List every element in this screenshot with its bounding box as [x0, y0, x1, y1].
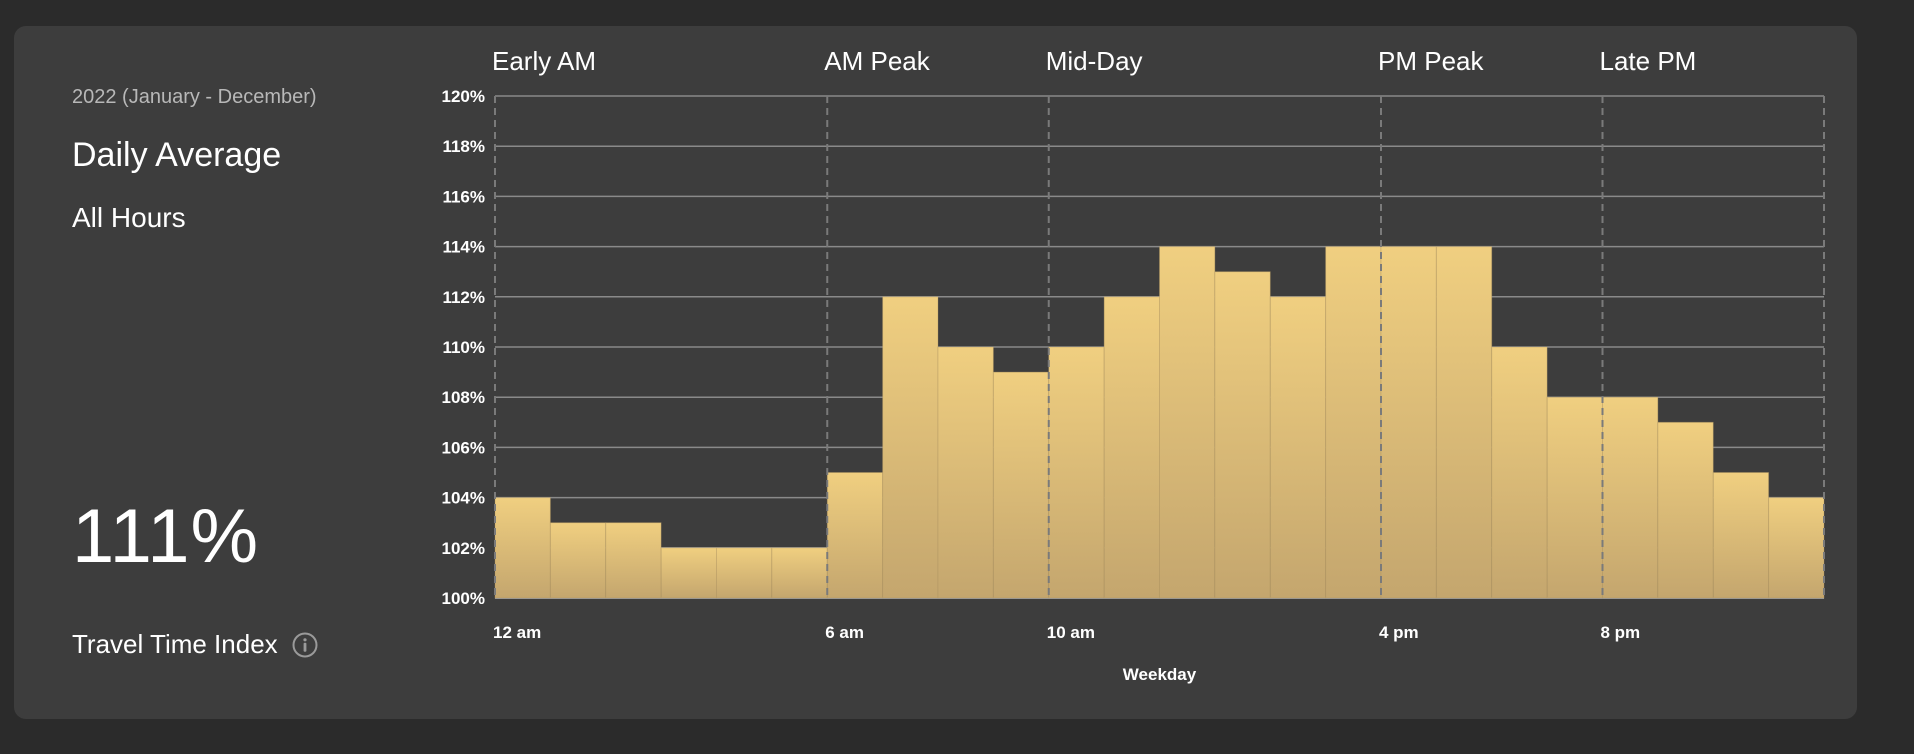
bar-chart: 100% 102% 104% 106% 108% 110% 112% 114% 116% 118%… [442, 46, 1825, 684]
bar-hour-18 [1491, 346, 1548, 599]
y-tick-label: 102% [442, 539, 485, 558]
period-label: Early AM [492, 46, 596, 76]
y-tick-label: 104% [442, 489, 485, 508]
bar-hour-9 [992, 371, 1050, 599]
y-tick-label: 114% [442, 238, 485, 257]
x-axis-labels: 12 am 6 am 10 am 4 pm 8 pm [493, 623, 1640, 642]
summary-panel: 2022 (January - December) Daily Average … [72, 26, 392, 719]
chart-card: 2022 (January - December) Daily Average … [14, 26, 1857, 719]
y-tick-label: 112% [442, 288, 485, 307]
bar-hour-8 [937, 346, 994, 599]
y-axis-labels: 100% 102% 104% 106% 108% 110% 112% 114% 116% 118%… [442, 87, 485, 608]
period-label: Late PM [1600, 46, 1697, 76]
period-label: AM Peak [824, 46, 930, 76]
bar-hour-23 [1768, 497, 1825, 599]
bar-hour-14 [1269, 296, 1327, 599]
bar-hour-3 [660, 547, 717, 599]
bar-hour-4 [716, 547, 773, 599]
y-tick-label: 100% [442, 589, 485, 608]
panel-title: Daily Average [72, 136, 282, 174]
y-tick-label: 106% [442, 438, 485, 457]
metric-label-row: Travel Time Index [72, 629, 318, 660]
x-tick-label: 10 am [1047, 623, 1095, 642]
bar-hour-2 [605, 522, 662, 599]
bar-hour-19 [1546, 396, 1603, 599]
bar-hour-17 [1435, 246, 1493, 599]
info-circle-icon[interactable] [292, 632, 318, 658]
bar-hour-0 [494, 497, 551, 599]
bar-hour-11 [1103, 296, 1160, 599]
y-tick-label: 110% [442, 338, 485, 357]
y-tick-label: 120% [442, 87, 485, 106]
x-axis-title: Weekday [1123, 665, 1197, 684]
bar-hour-16 [1380, 246, 1437, 599]
bar-hour-13 [1214, 271, 1271, 599]
bar-hour-10 [1048, 346, 1105, 599]
bar-hour-12 [1159, 246, 1216, 599]
x-tick-label: 12 am [493, 623, 541, 642]
hours-label: All Hours [72, 202, 186, 233]
index-value: 111% [72, 494, 260, 579]
y-tick-label: 118% [442, 137, 485, 156]
bar-hour-21 [1657, 421, 1714, 599]
bars [494, 246, 1825, 599]
metric-label: Travel Time Index [72, 629, 278, 659]
period-label: 2022 (January - December) [72, 86, 317, 108]
bar-hour-7 [882, 296, 939, 599]
x-tick-label: 4 pm [1379, 623, 1419, 642]
bar-hour-22 [1712, 472, 1770, 599]
x-tick-label: 8 pm [1601, 623, 1641, 642]
period-labels: Early AM AM Peak Mid-Day PM Peak Late PM [492, 46, 1696, 76]
bar-hour-5 [771, 547, 828, 599]
bar-hour-20 [1602, 396, 1659, 599]
period-label: Mid-Day [1046, 46, 1143, 76]
bar-hour-15 [1325, 246, 1382, 599]
y-tick-label: 108% [442, 388, 485, 407]
bar-hour-1 [549, 522, 607, 599]
x-tick-label: 6 am [825, 623, 864, 642]
period-label: PM Peak [1378, 46, 1484, 76]
bar-hour-6 [826, 472, 884, 599]
y-tick-label: 116% [442, 187, 485, 206]
